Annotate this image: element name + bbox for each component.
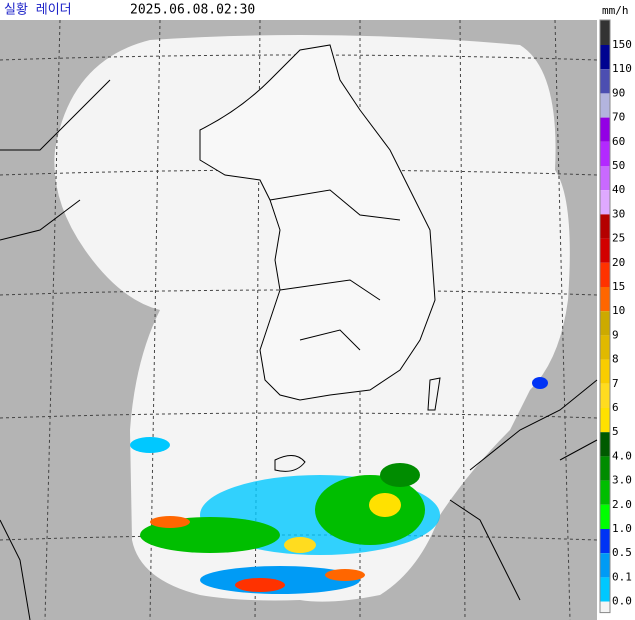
legend-swatch [600, 335, 610, 360]
legend-swatch [600, 359, 610, 384]
island [427, 377, 441, 411]
legend-swatch [600, 408, 610, 433]
legend-label: 5 [612, 425, 619, 438]
legend-label: 0.5 [612, 546, 632, 559]
timestamp: 2025.06.08.02:30 [130, 3, 255, 18]
legend-label: 7 [612, 377, 619, 390]
legend-label: 2.0 [612, 498, 632, 511]
legend-swatch [600, 190, 610, 215]
legend-swatch [600, 45, 610, 70]
legend-swatch [600, 287, 610, 312]
legend-label: 50 [612, 159, 625, 172]
legend-swatch [600, 141, 610, 166]
grid-line [459, 19, 466, 620]
echo [284, 537, 316, 553]
legend-frame [599, 19, 611, 614]
legend-swatch [600, 553, 610, 578]
legend-label: 6 [612, 401, 619, 414]
legend-label: 150 [612, 38, 632, 51]
legend-label: 20 [612, 256, 625, 269]
legend-label: 15 [612, 280, 625, 293]
grid-line [44, 19, 61, 620]
legend-swatch [600, 117, 610, 142]
legend-label: 110 [612, 62, 632, 75]
title: 실황 레이더 [4, 3, 72, 18]
legend-swatch [600, 383, 610, 408]
legend-swatch [600, 480, 610, 505]
legend-label: 0.1 [612, 570, 632, 583]
legend-swatch [600, 93, 610, 118]
japan-coast [449, 379, 598, 601]
legend-swatch [600, 577, 610, 602]
legend-swatch [600, 529, 610, 554]
legend-label: 9 [612, 328, 619, 341]
legend-swatch [600, 456, 610, 481]
legend-label: 1.0 [612, 522, 632, 535]
legend-swatch [600, 214, 610, 239]
echo [380, 463, 420, 487]
legend-swatch [600, 166, 610, 191]
legend-label: 40 [612, 183, 625, 196]
legend-label: 90 [612, 86, 625, 99]
legend-label: 4.0 [612, 449, 632, 462]
province-borders [269, 189, 401, 351]
legend-label: 10 [612, 304, 625, 317]
legend-label: 3.0 [612, 474, 632, 487]
echo [130, 437, 170, 453]
echo [315, 475, 425, 545]
echo [369, 493, 401, 517]
legend-label: 70 [612, 111, 625, 124]
legend-swatch [600, 262, 610, 287]
echo [235, 578, 285, 592]
legend-swatch [600, 238, 610, 263]
header-bar [0, 0, 635, 20]
legend-swatch [600, 601, 610, 613]
legend-swatch [600, 20, 610, 45]
map [0, 19, 598, 620]
china-coast [0, 79, 111, 620]
legend-label: 8 [612, 353, 619, 366]
jeju [274, 455, 306, 472]
precipitation [130, 377, 548, 594]
legend-swatch [600, 311, 610, 336]
echo [532, 377, 548, 389]
legend-swatch [600, 69, 610, 94]
legend-swatch [600, 504, 610, 529]
legend-label: 60 [612, 135, 625, 148]
legend-unit: mm/h [602, 4, 629, 17]
coastlines [0, 44, 598, 620]
legend-label: 30 [612, 207, 625, 220]
peninsula [199, 44, 436, 401]
echo [325, 569, 365, 581]
echo [150, 516, 190, 528]
legend-swatch [600, 432, 610, 457]
grid-line [554, 19, 571, 620]
legend-label: 0.0 [612, 595, 632, 608]
legend-label: 25 [612, 232, 625, 245]
legend: 150 110 90 70 60 50 40 30 25 20 15 10 9 8 7 6 5 4.0 3.0 2.0… [599, 19, 632, 614]
